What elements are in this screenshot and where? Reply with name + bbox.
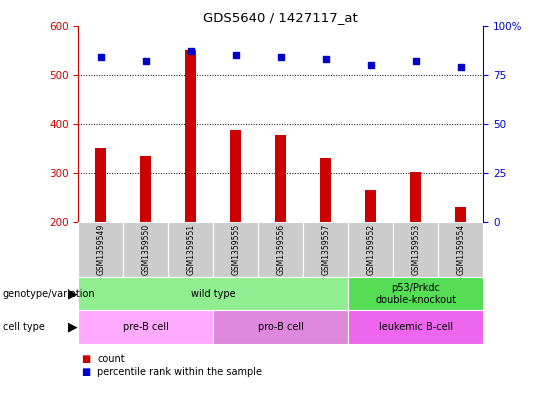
Text: ■: ■ [81,367,90,377]
Bar [410,172,421,222]
Bar [78,310,213,344]
Bar [168,222,213,277]
Text: GSM1359556: GSM1359556 [276,224,285,275]
Bar [438,222,483,277]
Text: pro-B cell: pro-B cell [258,322,303,332]
Bar [393,222,438,277]
Title: GDS5640 / 1427117_at: GDS5640 / 1427117_at [204,11,358,24]
Bar [95,148,106,222]
Text: p53/Prkdc
double-knockout: p53/Prkdc double-knockout [375,283,456,305]
Text: GSM1359549: GSM1359549 [96,224,105,275]
Text: GSM1359553: GSM1359553 [411,224,420,275]
Text: ▶: ▶ [68,321,78,334]
Bar [230,130,241,222]
Text: genotype/variation: genotype/variation [3,289,96,299]
Text: percentile rank within the sample: percentile rank within the sample [97,367,262,377]
Text: GSM1359552: GSM1359552 [366,224,375,275]
Bar [348,310,483,344]
Bar [78,222,123,277]
Bar [213,310,348,344]
Bar [275,134,286,222]
Text: GSM1359557: GSM1359557 [321,224,330,275]
Text: leukemic B-cell: leukemic B-cell [379,322,453,332]
Text: GSM1359554: GSM1359554 [456,224,465,275]
Bar [213,222,258,277]
Bar [123,222,168,277]
Text: GSM1359551: GSM1359551 [186,224,195,275]
Bar [303,222,348,277]
Bar [78,277,348,310]
Bar [348,277,483,310]
Bar [455,207,467,222]
Text: GSM1359550: GSM1359550 [141,224,150,275]
Bar [365,190,376,222]
Text: ■: ■ [81,354,90,364]
Text: cell type: cell type [3,322,45,332]
Text: pre-B cell: pre-B cell [123,322,168,332]
Bar [320,158,332,222]
Bar [348,222,393,277]
Text: ▶: ▶ [68,287,78,300]
Text: GSM1359555: GSM1359555 [231,224,240,275]
Bar [258,222,303,277]
Text: wild type: wild type [191,289,235,299]
Bar [140,156,151,222]
Text: count: count [97,354,125,364]
Bar [185,50,197,222]
